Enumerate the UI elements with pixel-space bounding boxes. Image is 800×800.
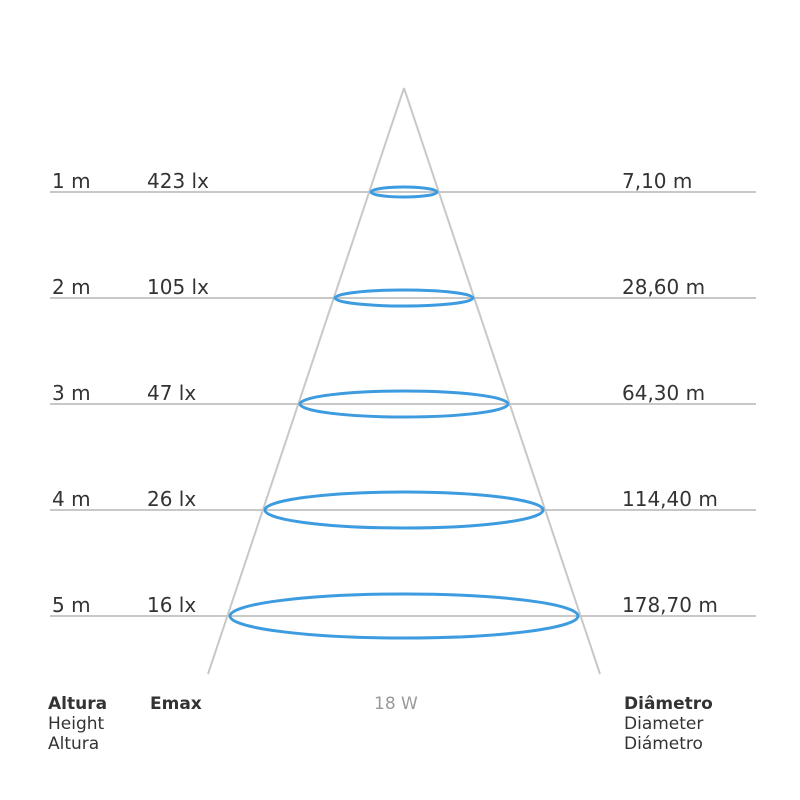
rows: 1 m 423 lx 7,10 m 2 m 105 lx 28,60 m 3 m 47 lx 6… xyxy=(50,169,756,640)
row-5: 5 m 16 lx 178,70 m xyxy=(50,592,756,640)
light-cone xyxy=(207,87,601,675)
cone-right-edge xyxy=(403,87,601,675)
height-value: 1 m xyxy=(52,169,91,193)
diameter-label-es: Diámetro xyxy=(624,734,703,754)
emax-value: 105 lx xyxy=(147,275,209,299)
height-legend: Altura Height Altura xyxy=(48,694,107,754)
row-1: 1 m 423 lx 7,10 m xyxy=(50,169,756,199)
diameter-value: 28,60 m xyxy=(622,275,705,299)
light-ring xyxy=(333,288,475,308)
height-value: 5 m xyxy=(52,593,91,617)
row-3: 3 m 47 lx 64,30 m xyxy=(50,381,756,419)
height-label-en: Height xyxy=(48,714,105,734)
emax-legend: Emax xyxy=(150,694,202,714)
diameter-label-en: Diameter xyxy=(624,714,704,734)
emax-value: 423 lx xyxy=(147,169,209,193)
diameter-value: 178,70 m xyxy=(622,593,718,617)
height-value: 2 m xyxy=(52,275,91,299)
emax-value: 16 lx xyxy=(147,593,196,617)
light-ring xyxy=(298,389,510,419)
height-value: 4 m xyxy=(52,487,91,511)
height-label-es: Altura xyxy=(48,734,100,754)
light-ring xyxy=(228,592,580,640)
diameter-value: 114,40 m xyxy=(622,487,718,511)
diameter-legend: Diâmetro Diameter Diámetro xyxy=(624,694,713,754)
height-value: 3 m xyxy=(52,381,91,405)
row-2: 2 m 105 lx 28,60 m xyxy=(50,275,756,308)
height-label-pt: Altura xyxy=(48,694,108,714)
light-ring xyxy=(369,185,439,199)
emax-value: 26 lx xyxy=(147,487,196,511)
row-4: 4 m 26 lx 114,40 m xyxy=(50,487,756,530)
emax-value: 47 lx xyxy=(147,381,196,405)
power-label: 18 W xyxy=(374,694,418,714)
cone-left-edge xyxy=(207,87,405,675)
diameter-value: 64,30 m xyxy=(622,381,705,405)
light-ring xyxy=(263,490,545,530)
diameter-value: 7,10 m xyxy=(622,169,692,193)
diameter-label-pt: Diâmetro xyxy=(624,694,713,714)
